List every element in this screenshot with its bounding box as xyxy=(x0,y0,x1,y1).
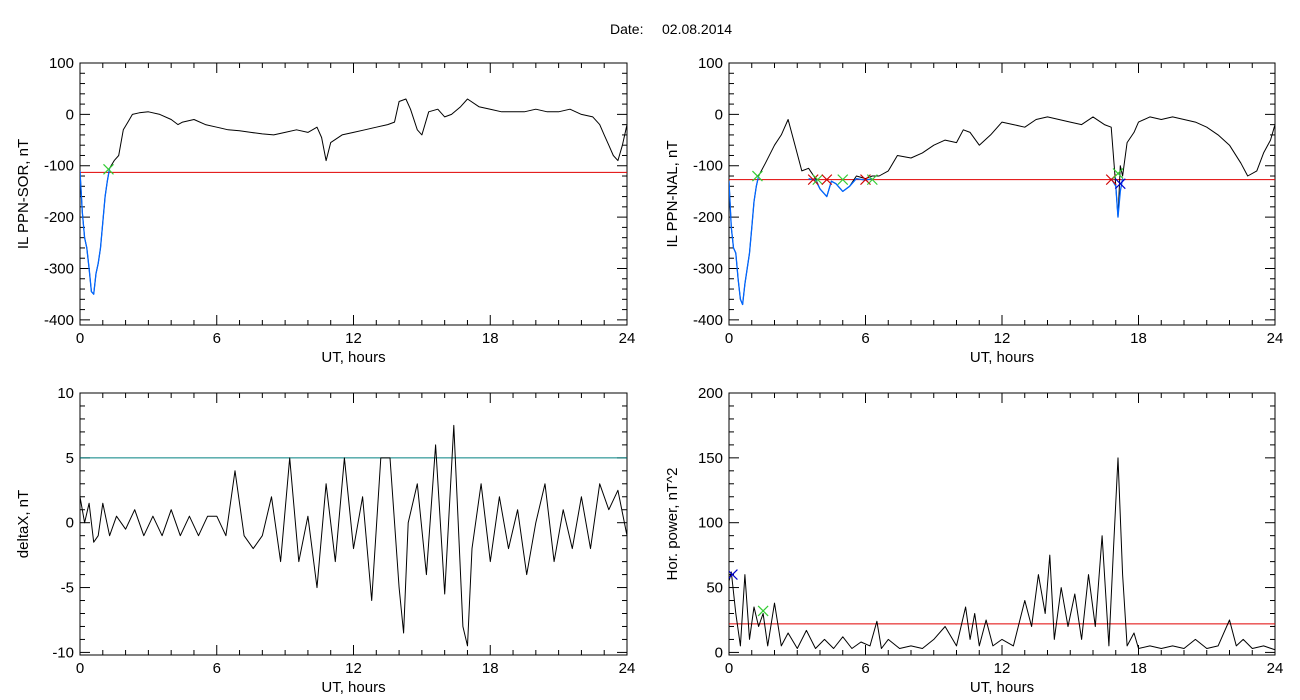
x-tick-label: 18 xyxy=(1130,660,1147,677)
chart-panel-hpower: 0 6 12 18 24 0 50 100 150 200 UT, hours Hor. power,… xyxy=(664,385,1283,696)
marker-stroke xyxy=(837,174,849,186)
x-tick-label: 12 xyxy=(345,330,362,347)
y-tick-label: 50 xyxy=(706,580,723,597)
y-tick-label: 10 xyxy=(57,385,74,402)
y-tick-label: 0 xyxy=(715,644,723,661)
marker-stroke xyxy=(729,569,738,579)
x-tick-label: 6 xyxy=(861,660,869,677)
x-tick-label: 12 xyxy=(345,660,362,677)
event-segment xyxy=(1110,178,1124,218)
plot-area xyxy=(729,116,1275,306)
x-tick-label: 24 xyxy=(619,660,636,677)
data-trace xyxy=(80,98,627,295)
event-marker xyxy=(1112,168,1124,179)
event-marker xyxy=(729,569,738,581)
plot-frame xyxy=(79,62,628,326)
y-tick-label: 0 xyxy=(715,106,723,123)
event-marker xyxy=(821,174,833,186)
x-tick-label: 6 xyxy=(213,330,221,347)
event-segment xyxy=(80,168,111,295)
event-marker xyxy=(1114,178,1126,190)
y-tick-label: -400 xyxy=(693,312,723,329)
plot-frame xyxy=(728,392,1276,656)
y-tick-label: 0 xyxy=(66,515,74,532)
x-tick-label: 12 xyxy=(994,660,1011,677)
y-axis-title: IL PPN-NAL, nT xyxy=(664,141,681,248)
y-tick-label: 200 xyxy=(698,385,723,402)
y-tick-label: -5 xyxy=(61,580,74,597)
event-marker xyxy=(757,605,769,617)
chart-panel-nal: 0 6 12 18 24 -400 -300 -200 -100 0 100 UT, hours IL … xyxy=(664,55,1283,366)
event-marker xyxy=(837,174,849,186)
chart-panel-sor: 0 6 12 18 24 -400 -300 -200 -100 0 100 UT, hours IL … xyxy=(15,55,635,366)
y-axis-title: deltaX, nT xyxy=(15,490,32,558)
y-tick-label: 100 xyxy=(49,55,74,72)
x-tick-label: 12 xyxy=(994,330,1011,347)
marker-stroke xyxy=(807,174,819,186)
event-segment xyxy=(808,177,873,198)
x-tick-label: 6 xyxy=(213,660,221,677)
marker-stroke xyxy=(757,605,769,617)
event-marker xyxy=(103,163,114,175)
y-tick-label: -200 xyxy=(44,209,74,226)
marker-stroke xyxy=(1112,168,1124,179)
data-trace xyxy=(729,457,1275,651)
x-axis-title: UT, hours xyxy=(321,349,385,366)
event-marker xyxy=(807,174,819,186)
x-tick-label: 0 xyxy=(76,660,84,677)
chart-panel-deltax: 0 6 12 18 24 -10 -5 0 5 10 UT, hours deltaX, nT xyxy=(15,385,635,696)
y-tick-label: 100 xyxy=(698,515,723,532)
y-axis-title: IL PPN-SOR, nT xyxy=(15,139,32,249)
plot-frame xyxy=(728,62,1276,326)
date-label: Date: xyxy=(610,21,643,37)
x-tick-label: 18 xyxy=(482,660,499,677)
x-axis-title: UT, hours xyxy=(321,679,385,696)
marker-stroke xyxy=(866,174,878,186)
x-tick-label: 18 xyxy=(482,330,499,347)
x-tick-label: 0 xyxy=(725,330,733,347)
y-axis-title: Hor. power, nT^2 xyxy=(664,468,681,581)
x-tick-label: 24 xyxy=(1267,660,1284,677)
y-tick-label: -200 xyxy=(693,209,723,226)
plot-frame xyxy=(79,392,628,656)
y-tick-label: 100 xyxy=(698,55,723,72)
event-marker xyxy=(866,174,878,186)
x-tick-label: 0 xyxy=(725,660,733,677)
marker-stroke xyxy=(812,174,824,186)
x-tick-label: 6 xyxy=(861,330,869,347)
event-marker xyxy=(812,174,824,186)
marker-stroke xyxy=(752,170,763,182)
marker-stroke xyxy=(103,163,114,175)
data-trace xyxy=(729,116,1275,305)
y-tick-label: -100 xyxy=(693,158,723,175)
y-tick-label: -300 xyxy=(693,260,723,277)
y-tick-label: 0 xyxy=(66,106,74,123)
data-trace xyxy=(80,424,627,647)
y-tick-label: -400 xyxy=(44,312,74,329)
x-tick-label: 24 xyxy=(619,330,636,347)
y-tick-label: -100 xyxy=(44,158,74,175)
event-segment xyxy=(729,175,760,306)
x-axis-title: UT, hours xyxy=(970,349,1034,366)
y-tick-label: 150 xyxy=(698,450,723,467)
y-tick-label: -10 xyxy=(52,644,74,661)
x-tick-label: 0 xyxy=(76,330,84,347)
plot-area xyxy=(80,98,627,295)
plot-area xyxy=(80,424,627,647)
x-tick-label: 18 xyxy=(1130,330,1147,347)
date-value: 02.08.2014 xyxy=(662,21,732,37)
x-axis-title: UT, hours xyxy=(970,679,1034,696)
event-marker xyxy=(752,170,763,182)
y-tick-label: -300 xyxy=(44,260,74,277)
marker-stroke xyxy=(821,174,833,186)
y-tick-label: 5 xyxy=(66,450,74,467)
plot-area xyxy=(729,457,1275,651)
marker-stroke xyxy=(1114,178,1126,190)
x-tick-label: 24 xyxy=(1267,330,1284,347)
